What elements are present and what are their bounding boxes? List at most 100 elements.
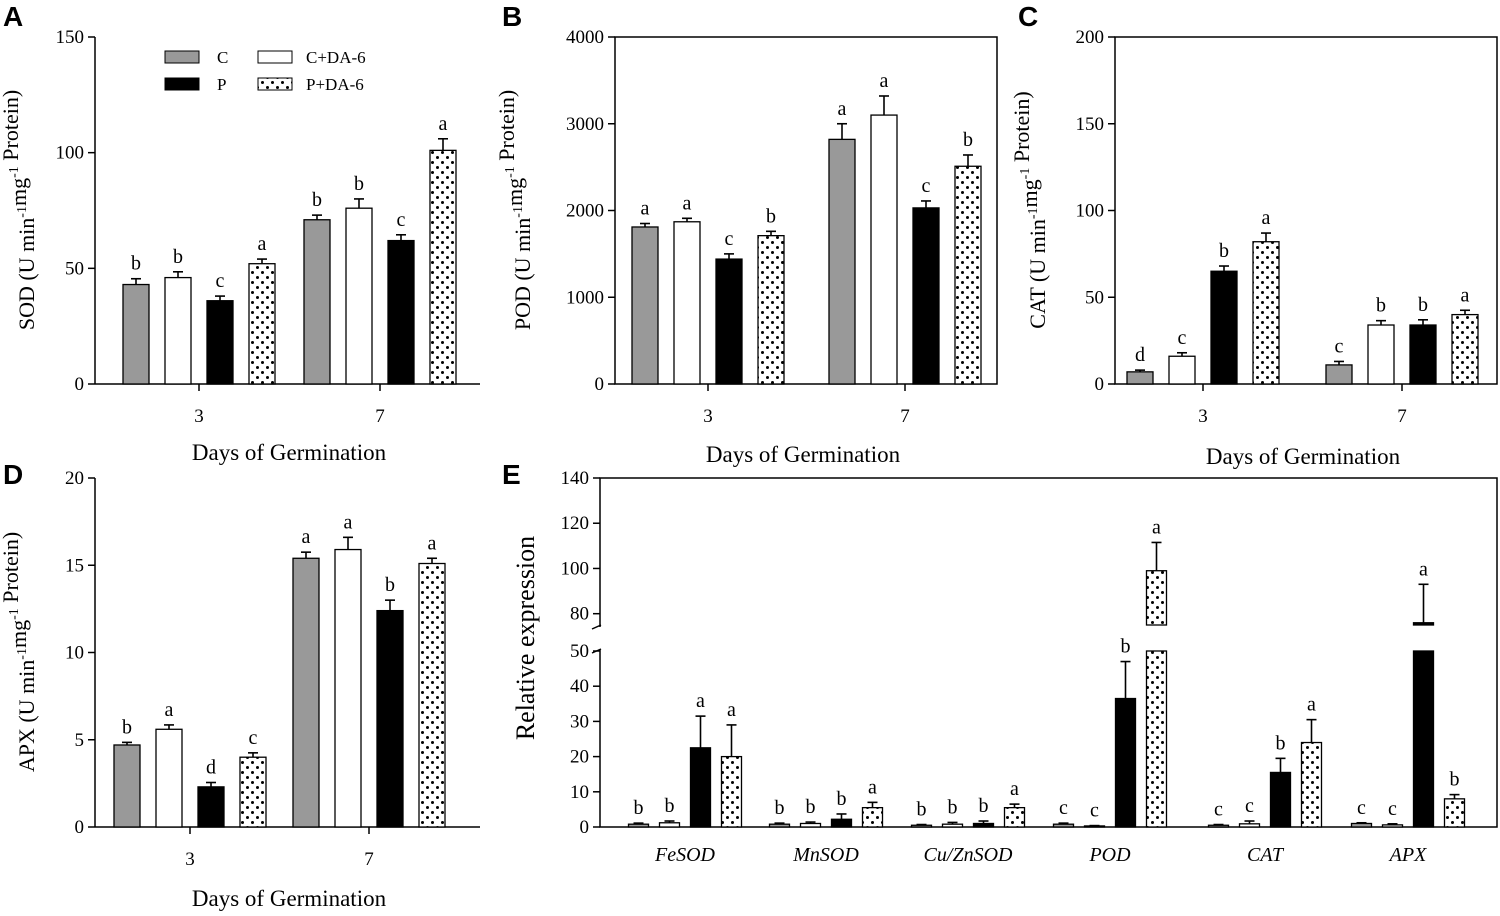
panel-c-p-da-6-7-bar xyxy=(1451,313,1479,385)
panel-d-c-da-6-7-letter: a xyxy=(344,511,353,533)
panel-b-y-tick-label: 2000 xyxy=(566,201,604,222)
panel-d-c-3-letter: b xyxy=(122,716,132,738)
panel-a-y-tick-label: 150 xyxy=(56,27,85,48)
panel-d-bars: b a a a d b c a xyxy=(113,511,446,828)
panel-a-c-7-bar xyxy=(303,219,331,385)
panel-b-y-label-text: POD (U min-1mg-1 Protein) xyxy=(494,90,535,330)
panel-c-c-7-bar xyxy=(1325,364,1353,385)
panel-e-c-cat-letter: c xyxy=(1214,799,1223,821)
panel-a-y-label-text: SOD (U min-1mg-1 Protein) xyxy=(0,90,39,330)
panel-c-p-da-6-3-letter: a xyxy=(1262,207,1271,229)
panel-d-p-da-6-7-letter: a xyxy=(428,532,437,554)
panel-e-p-pod-bar xyxy=(1114,697,1137,828)
panel-d-c-3-bar xyxy=(113,744,141,828)
panel-e-y-tick-label: 10 xyxy=(570,782,589,803)
panel-d-y-tick-label: 0 xyxy=(75,817,85,838)
panel-e-c-pod-letter: c xyxy=(1059,797,1068,819)
panel-c-c-da-6-3-bar xyxy=(1168,355,1196,385)
panel-c-p-7-letter: b xyxy=(1418,294,1428,316)
panel-a-p-3-letter: c xyxy=(216,270,225,292)
panel-e-c-cu-znsod-bar xyxy=(910,824,933,828)
panel-d-y-label-text: APX (U min-1mg-1 Protein) xyxy=(0,532,39,772)
panel-d-y-tick-label: 10 xyxy=(65,643,84,664)
panel-b-x-label: Days of Germination xyxy=(706,442,901,467)
panel-e-c-da-6-apx-bar xyxy=(1381,824,1404,828)
panel-c-x-tick-label: 7 xyxy=(1397,406,1407,427)
panel-b-x-tick-label: 7 xyxy=(900,406,910,427)
panel-a-p-da-6-3-letter: a xyxy=(258,233,267,255)
panel-d-c-da-6-3-bar xyxy=(155,728,183,828)
panel-e-p-mnsod-bar xyxy=(830,818,853,828)
panel-a-y-tick-label: 100 xyxy=(56,143,85,164)
panel-e-p-mnsod-letter: b xyxy=(837,788,847,810)
panel-e-y-tick-label: 0 xyxy=(580,817,590,838)
panel-e-x-tick-label: APX xyxy=(1388,844,1427,866)
panel-e-axis-break-mark xyxy=(591,624,602,630)
panel-b-c-7-letter: a xyxy=(838,98,847,120)
panel-b-y-tick-label: 3000 xyxy=(566,114,604,135)
panel-b-p-da-6-3-letter: b xyxy=(766,205,776,227)
panel-e-p-da-6-mnsod-letter: a xyxy=(868,776,877,798)
panel-c-c-7-letter: c xyxy=(1335,335,1344,357)
panel-b-p-7-bar xyxy=(912,207,940,385)
panel-b-p-da-6-7-bar xyxy=(954,165,982,385)
panel-c-c-da-6-7-letter: b xyxy=(1376,295,1386,317)
panel-e-c-da-6-cat-letter: c xyxy=(1245,795,1254,817)
legend-label-c-da6: C+DA-6 xyxy=(306,48,366,67)
panel-c-p-3-letter: b xyxy=(1219,240,1229,262)
panel-e-p-da-6-pod-bar xyxy=(1145,650,1168,828)
panel-e-y-tick-label: 20 xyxy=(570,747,589,768)
panel-c-c-3-letter: d xyxy=(1135,344,1145,366)
panel-a-p-7-letter: c xyxy=(397,209,406,231)
panel-c-bars: d c c b b b a a xyxy=(1126,207,1479,385)
panel-e-c-mnsod-letter: b xyxy=(775,797,785,819)
panel-e-p-da-6-cat-letter: a xyxy=(1307,694,1316,716)
panel-d-p-da-6-3-bar xyxy=(239,756,267,828)
panel-c-p-7-bar xyxy=(1409,324,1437,385)
panel-c-axes: 0 50 100 150 200 3 7 xyxy=(1076,27,1498,427)
panel-b-p-3-bar xyxy=(715,258,743,385)
panel-e-c-da-6-apx-letter: c xyxy=(1388,798,1397,820)
panel-e-frame xyxy=(599,477,1498,828)
panel-d-c-da-6-3-letter: a xyxy=(165,699,174,721)
panel-e-y-tick-label: 140 xyxy=(561,468,590,489)
panel-e-p-da-6-cat-bar xyxy=(1300,741,1323,828)
panel-a-y-label: SOD (U min-1mg-1 Protein) xyxy=(0,90,39,330)
panel-e-p-da-6-cu-znsod-letter: a xyxy=(1010,778,1019,800)
panel-a-x-tick-label: 7 xyxy=(375,406,385,427)
panel-c-c-3-bar xyxy=(1126,371,1154,385)
panel-a: A 0 50 100 150 3 7 b b b b c c a a SOD (U min-1mg-1 … xyxy=(0,1,480,465)
panel-e-p-da-6-cu-znsod-bar xyxy=(1003,806,1026,828)
panel-b-c-3-bar xyxy=(631,226,659,385)
panel-c-p-3-bar xyxy=(1210,270,1238,385)
panel-e-p-cat-bar xyxy=(1269,771,1292,828)
panel-a-y-tick-label: 0 xyxy=(75,374,85,395)
panel-b-c-da-6-7-letter: a xyxy=(880,70,889,92)
panel-e-c-cu-znsod-letter: b xyxy=(917,799,927,821)
panel-e-c-da-6-cu-znsod-bar xyxy=(941,823,964,828)
legend-swatch-c-da6 xyxy=(257,50,293,64)
legend-swatch-p-da6 xyxy=(257,77,293,91)
panel-b-frame xyxy=(614,36,998,385)
panel-a-c-da-6-3-bar xyxy=(164,276,192,385)
panel-d-p-7-bar xyxy=(376,609,404,828)
panel-c-y-tick-label: 50 xyxy=(1085,287,1104,308)
panel-a-bars: b b b b c c a a xyxy=(122,113,457,385)
panel-e-p-da-6-pod-letter: a xyxy=(1152,516,1161,538)
panel-b-c-da-6-3-bar xyxy=(673,221,701,385)
panel-d-c-da-6-7-bar xyxy=(334,548,362,828)
panel-e-c-apx-letter: c xyxy=(1357,797,1366,819)
panel-e-c-da-6-fesod-bar xyxy=(658,822,681,828)
panel-b-bars: a a a a c c b b xyxy=(631,70,982,385)
panel-c-c-da-6-7-bar xyxy=(1367,324,1395,385)
legend-label-p-da6: P+DA-6 xyxy=(306,75,364,94)
panel-b-axes: 0 1000 2000 3000 4000 3 7 xyxy=(566,27,998,427)
panel-c-c-da-6-3-letter: c xyxy=(1178,327,1187,349)
panel-a-p-da-6-7-letter: a xyxy=(439,113,448,135)
panel-c-frame xyxy=(1114,36,1498,385)
legend-label-p: P xyxy=(217,75,226,94)
panel-d-c-7-bar xyxy=(292,557,320,828)
panel-a-c-3-letter: b xyxy=(131,253,141,275)
panel-e-x-tick-label: MnSOD xyxy=(792,844,859,866)
panel-e-p-da-6-mnsod-bar xyxy=(861,806,884,828)
